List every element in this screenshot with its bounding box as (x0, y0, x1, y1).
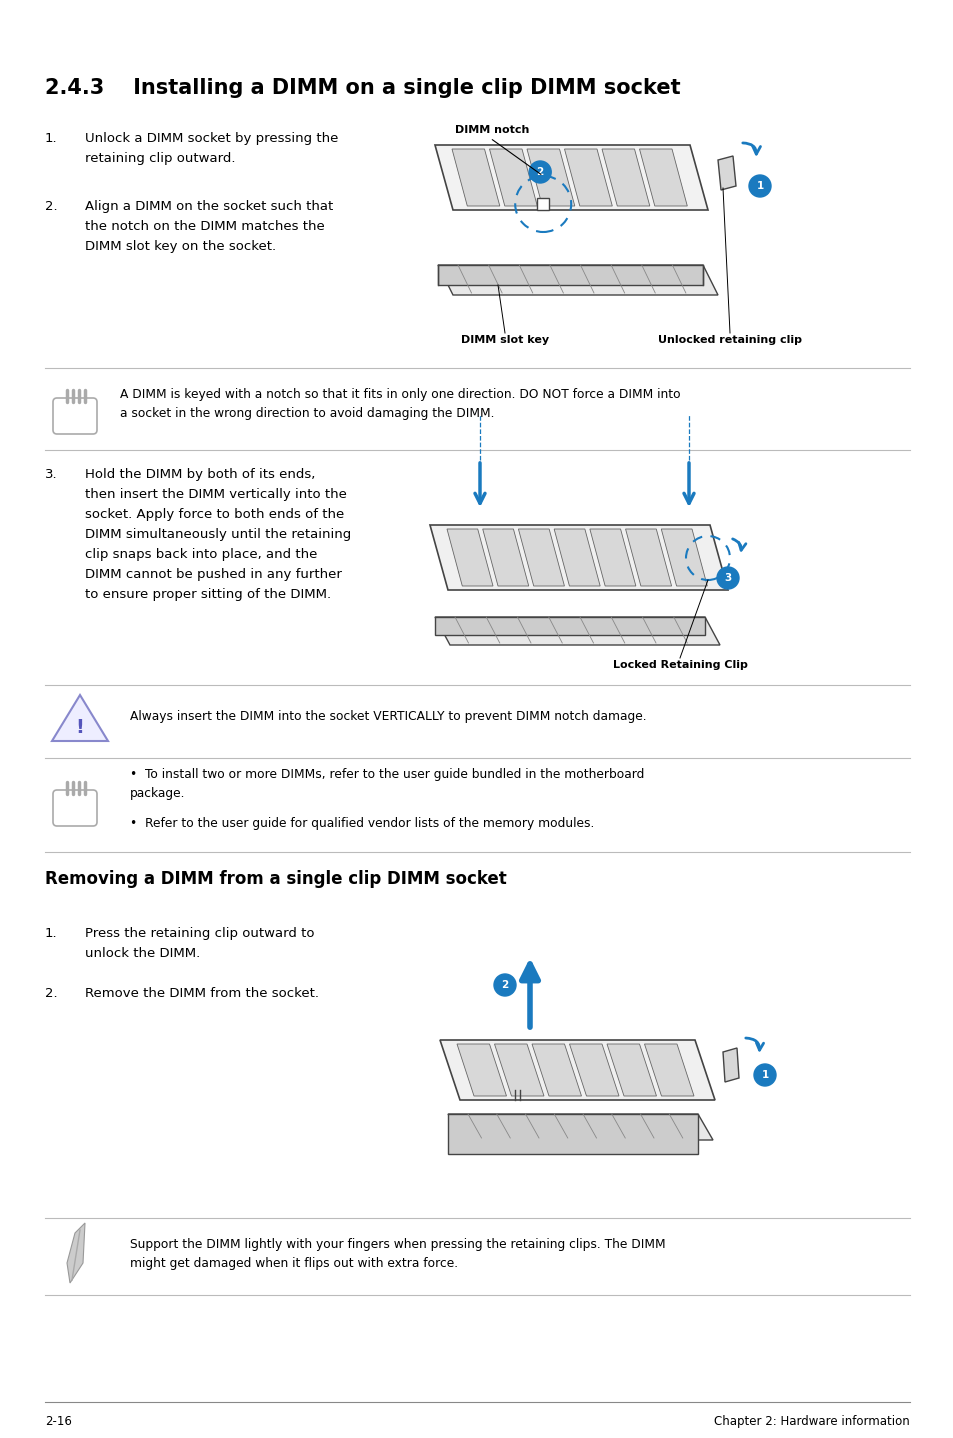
Circle shape (494, 974, 516, 997)
Text: Unlocked retaining clip: Unlocked retaining clip (658, 335, 801, 345)
Text: DIMM notch: DIMM notch (455, 125, 529, 135)
Polygon shape (532, 1044, 581, 1096)
Text: 2-16: 2-16 (45, 1415, 71, 1428)
Polygon shape (606, 1044, 656, 1096)
Polygon shape (435, 617, 720, 646)
Text: •  Refer to the user guide for qualified vendor lists of the memory modules.: • Refer to the user guide for qualified … (130, 817, 594, 830)
FancyArrowPatch shape (742, 142, 760, 154)
Polygon shape (718, 155, 735, 190)
Text: Remove the DIMM from the socket.: Remove the DIMM from the socket. (85, 986, 318, 999)
Polygon shape (601, 150, 649, 206)
Polygon shape (456, 1044, 506, 1096)
Polygon shape (554, 529, 599, 587)
Polygon shape (644, 1044, 693, 1096)
Text: 1: 1 (756, 181, 762, 191)
Circle shape (529, 161, 551, 183)
Polygon shape (67, 1222, 85, 1283)
Text: 2: 2 (536, 167, 543, 177)
Polygon shape (437, 265, 702, 285)
Text: 2.4.3    Installing a DIMM on a single clip DIMM socket: 2.4.3 Installing a DIMM on a single clip… (45, 78, 679, 98)
Polygon shape (589, 529, 636, 587)
FancyArrowPatch shape (745, 1038, 762, 1050)
Text: 1.: 1. (45, 132, 57, 145)
Polygon shape (489, 150, 537, 206)
Polygon shape (437, 265, 718, 295)
Text: !: ! (75, 719, 85, 738)
Text: Always insert the DIMM into the socket VERTICALLY to prevent DIMM notch damage.: Always insert the DIMM into the socket V… (130, 710, 646, 723)
Polygon shape (439, 1040, 714, 1100)
Polygon shape (494, 1044, 543, 1096)
Text: 3: 3 (723, 572, 731, 582)
Polygon shape (430, 525, 727, 590)
Polygon shape (435, 145, 707, 210)
Circle shape (717, 567, 739, 590)
Text: 2: 2 (501, 981, 508, 989)
Text: Support the DIMM lightly with your fingers when pressing the retaining clips. Th: Support the DIMM lightly with your finge… (130, 1238, 665, 1270)
Text: Unlock a DIMM socket by pressing the
retaining clip outward.: Unlock a DIMM socket by pressing the ret… (85, 132, 338, 165)
Polygon shape (482, 529, 528, 587)
Text: Locked Retaining Clip: Locked Retaining Clip (612, 660, 746, 670)
Text: A DIMM is keyed with a notch so that it fits in only one direction. DO NOT force: A DIMM is keyed with a notch so that it … (120, 388, 679, 420)
Text: Chapter 2: Hardware information: Chapter 2: Hardware information (714, 1415, 909, 1428)
Text: •  To install two or more DIMMs, refer to the user guide bundled in the motherbo: • To install two or more DIMMs, refer to… (130, 768, 643, 800)
Circle shape (748, 175, 770, 197)
Text: 3.: 3. (45, 467, 57, 480)
Text: DIMM slot key: DIMM slot key (460, 335, 549, 345)
Polygon shape (517, 529, 564, 587)
Text: 1.: 1. (45, 928, 57, 940)
Circle shape (753, 1064, 775, 1086)
Polygon shape (448, 1114, 712, 1140)
Polygon shape (660, 529, 706, 587)
Polygon shape (435, 617, 704, 636)
Text: 2.: 2. (45, 200, 57, 213)
Text: Press the retaining clip outward to
unlock the DIMM.: Press the retaining clip outward to unlo… (85, 928, 314, 961)
Polygon shape (564, 150, 612, 206)
Polygon shape (448, 1114, 698, 1155)
Polygon shape (625, 529, 671, 587)
Polygon shape (569, 1044, 618, 1096)
Text: 1: 1 (760, 1070, 768, 1080)
Polygon shape (52, 695, 108, 741)
Text: Align a DIMM on the socket such that
the notch on the DIMM matches the
DIMM slot: Align a DIMM on the socket such that the… (85, 200, 333, 253)
Polygon shape (526, 150, 575, 206)
Polygon shape (537, 198, 549, 210)
FancyArrowPatch shape (732, 539, 745, 551)
Polygon shape (639, 150, 686, 206)
Text: Hold the DIMM by both of its ends,
then insert the DIMM vertically into the
sock: Hold the DIMM by both of its ends, then … (85, 467, 351, 601)
Text: Removing a DIMM from a single clip DIMM socket: Removing a DIMM from a single clip DIMM … (45, 870, 506, 889)
Polygon shape (447, 529, 493, 587)
Polygon shape (722, 1048, 739, 1081)
Polygon shape (452, 150, 499, 206)
Text: 2.: 2. (45, 986, 57, 999)
